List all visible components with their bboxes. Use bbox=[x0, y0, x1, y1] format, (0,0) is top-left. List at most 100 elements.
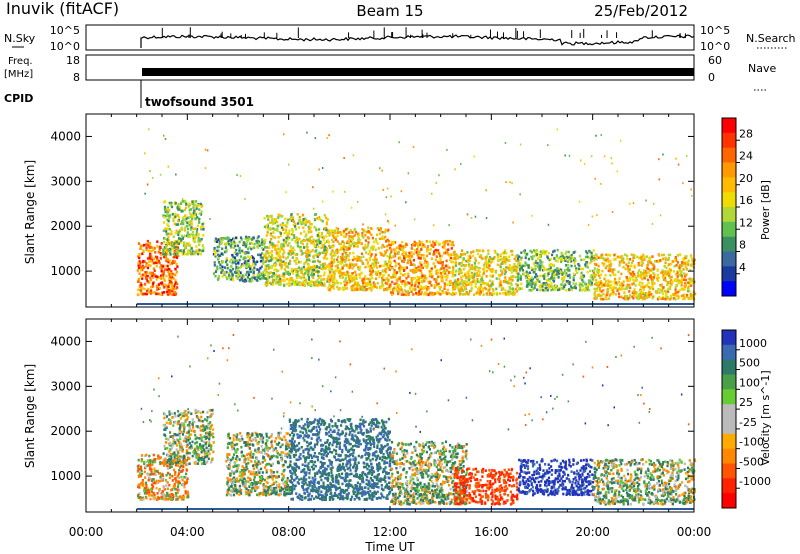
range-cell bbox=[406, 261, 409, 265]
range-cell bbox=[674, 298, 677, 301]
range-cell bbox=[236, 277, 239, 281]
range-cell bbox=[145, 492, 148, 495]
range-cell bbox=[150, 470, 153, 473]
range-cell bbox=[190, 233, 193, 236]
range-cell bbox=[339, 242, 342, 246]
range-cell bbox=[142, 266, 145, 269]
range-cell bbox=[153, 469, 156, 473]
range-cell bbox=[626, 278, 629, 282]
range-cell bbox=[282, 223, 285, 227]
range-cell bbox=[473, 275, 476, 279]
range-cell bbox=[675, 291, 678, 294]
range-cell bbox=[356, 281, 359, 284]
range-cell bbox=[183, 436, 186, 440]
range-cell bbox=[175, 250, 178, 253]
range-cell bbox=[517, 288, 520, 291]
range-cell bbox=[138, 486, 141, 489]
range-cell bbox=[285, 231, 288, 234]
range-cell bbox=[494, 251, 497, 255]
range-cell bbox=[499, 253, 502, 256]
range-cell bbox=[168, 228, 171, 231]
range-cell bbox=[406, 290, 409, 294]
range-cell bbox=[567, 250, 570, 254]
range-cell bbox=[313, 264, 316, 268]
y-tick-label: 2000 bbox=[50, 219, 81, 233]
range-cell bbox=[140, 283, 143, 287]
range-cell bbox=[179, 249, 182, 252]
range-cell bbox=[152, 491, 155, 495]
range-cell bbox=[642, 269, 646, 272]
range-cell bbox=[176, 206, 179, 209]
range-cell bbox=[576, 271, 579, 275]
range-cell bbox=[154, 255, 158, 259]
range-cell bbox=[212, 252, 215, 256]
range-cell bbox=[261, 277, 264, 280]
range-cell bbox=[198, 437, 201, 440]
range-cell bbox=[187, 249, 190, 252]
range-cell bbox=[289, 217, 292, 221]
range-cell bbox=[344, 190, 346, 193]
range-cell bbox=[223, 266, 226, 269]
range-cell bbox=[181, 455, 184, 459]
range-cell bbox=[296, 270, 299, 273]
range-cell bbox=[177, 205, 180, 209]
range-cell bbox=[475, 249, 478, 252]
range-cell bbox=[653, 260, 657, 263]
range-cell bbox=[629, 276, 632, 279]
range-cell bbox=[303, 262, 306, 265]
range-cell bbox=[303, 230, 306, 233]
range-cell bbox=[166, 268, 169, 272]
range-cell bbox=[188, 451, 191, 455]
range-cell bbox=[652, 272, 655, 275]
range-cell bbox=[341, 272, 344, 276]
range-cell bbox=[379, 286, 383, 289]
range-cell bbox=[239, 255, 243, 258]
range-cell bbox=[138, 256, 141, 260]
range-cell bbox=[388, 259, 391, 262]
range-cell bbox=[232, 255, 235, 259]
range-cell bbox=[144, 481, 148, 485]
range-cell bbox=[462, 263, 465, 267]
range-cell bbox=[610, 286, 613, 290]
range-cell bbox=[612, 273, 615, 276]
range-cell bbox=[525, 253, 528, 256]
range-cell bbox=[519, 193, 521, 196]
range-cell bbox=[656, 276, 659, 280]
range-cell bbox=[251, 256, 254, 259]
range-cell bbox=[419, 269, 422, 272]
range-cell bbox=[331, 258, 334, 262]
range-cell bbox=[177, 482, 180, 486]
range-cell bbox=[474, 257, 477, 260]
range-cell bbox=[425, 254, 429, 258]
range-cell bbox=[168, 454, 171, 458]
range-cell bbox=[620, 257, 624, 260]
range-cell bbox=[622, 261, 626, 264]
range-cell bbox=[186, 221, 189, 224]
range-cell bbox=[568, 254, 571, 258]
range-cell bbox=[284, 217, 287, 221]
range-cell bbox=[315, 249, 318, 252]
range-cell bbox=[555, 254, 558, 257]
range-cell bbox=[606, 291, 609, 294]
range-cell bbox=[537, 265, 540, 268]
range-cell bbox=[175, 292, 178, 296]
range-cell bbox=[537, 257, 540, 260]
range-cell bbox=[145, 292, 148, 296]
range-cell bbox=[683, 297, 686, 300]
range-cell bbox=[317, 274, 320, 278]
range-cell bbox=[479, 283, 482, 287]
freq-label-top: Freq. bbox=[8, 56, 33, 67]
range-cell bbox=[532, 271, 535, 274]
range-cell bbox=[467, 254, 470, 258]
range-cell bbox=[525, 270, 528, 274]
range-cell bbox=[329, 253, 332, 256]
range-cell bbox=[253, 266, 256, 270]
range-cell bbox=[155, 479, 158, 483]
range-cell bbox=[172, 459, 175, 463]
range-cell bbox=[352, 154, 355, 157]
range-cell bbox=[138, 464, 141, 467]
range-cell bbox=[568, 257, 571, 261]
range-cell bbox=[338, 242, 341, 245]
range-cell bbox=[568, 280, 571, 284]
range-cell bbox=[340, 273, 343, 277]
